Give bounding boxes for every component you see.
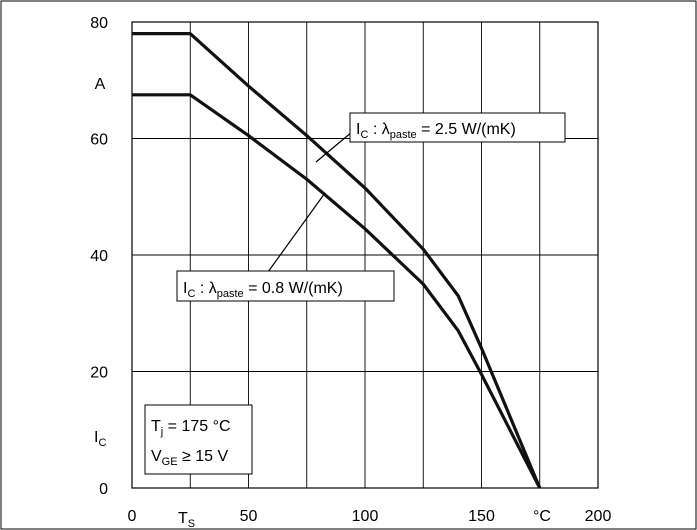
x-tick-label: 100	[352, 508, 379, 525]
series-label-2: IC : λpaste = 0.8 W/(mK)	[176, 270, 395, 302]
leader-line-series-1	[315, 131, 353, 163]
y-tick-label: 40	[90, 248, 108, 265]
condition-vge: VGE ≥ 15 V	[151, 448, 228, 468]
y-symbol-label: IC	[94, 429, 106, 449]
x-tick-label: 200	[585, 508, 612, 525]
leader-line-series-2	[267, 192, 326, 273]
y-tick-label: 60	[90, 132, 108, 149]
x-tick-label: 150	[468, 508, 495, 525]
series-lines	[132, 32, 542, 489]
x-tick-label: 50	[240, 508, 258, 525]
tick-labels: 0 50 100 150 200 0 20 40 60 80	[90, 15, 611, 525]
x-tick-label: 0	[128, 508, 137, 525]
x-symbol-label: TS	[178, 510, 195, 530]
x-unit-label: °C	[533, 508, 551, 525]
condition-tj: Tj = 175 °C	[151, 418, 231, 438]
svg-text:IC : λpaste = 0.8 W/(mK): IC : λpaste = 0.8 W/(mK)	[183, 280, 343, 300]
series-line-1	[132, 32, 542, 489]
conditions-box: Tj = 175 °C VGE ≥ 15 V	[144, 404, 253, 475]
y-tick-label: 20	[90, 365, 108, 382]
y-tick-label: 0	[99, 481, 108, 498]
y-tick-label: 80	[90, 15, 108, 32]
plot-border	[131, 21, 599, 489]
y-unit-label: A	[95, 76, 106, 93]
svg-text:IC : λpaste = 2.5 W/(mK): IC : λpaste = 2.5 W/(mK)	[356, 121, 516, 141]
series-line-2	[132, 93, 542, 489]
series-label-1: IC : λpaste = 2.5 W/(mK)	[349, 112, 566, 143]
